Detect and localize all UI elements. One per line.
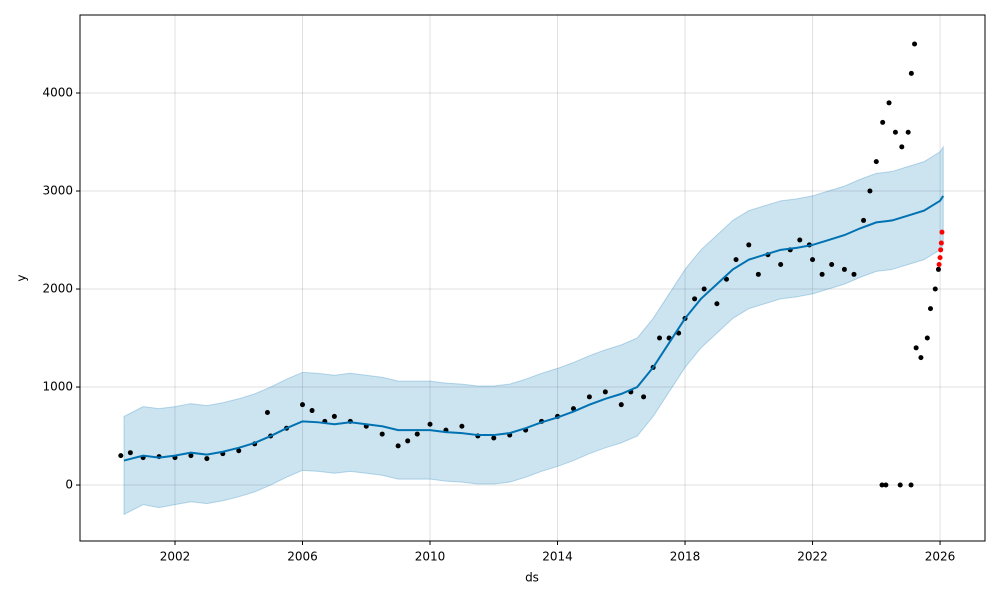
observed-point xyxy=(867,188,873,194)
observed-point xyxy=(309,408,315,414)
observed-point xyxy=(892,129,898,135)
observed-point xyxy=(379,431,385,437)
observed-point xyxy=(300,402,306,408)
y-tick-label: 1000 xyxy=(42,380,73,394)
observed-point xyxy=(927,306,933,312)
observed-point xyxy=(912,41,918,47)
observed-point xyxy=(692,296,698,302)
observed-point xyxy=(746,242,752,248)
y-tick-label: 3000 xyxy=(42,184,73,198)
observed-point xyxy=(491,435,497,441)
observed-point xyxy=(459,423,465,429)
observed-point xyxy=(905,129,911,135)
observed-point xyxy=(586,394,592,400)
observed-point xyxy=(127,450,133,456)
observed-point xyxy=(427,421,433,427)
observed-point xyxy=(899,144,905,150)
observed-point xyxy=(570,406,576,412)
observed-point xyxy=(879,482,885,488)
x-tick-label: 2014 xyxy=(542,550,573,564)
observed-point xyxy=(819,271,825,277)
observed-point xyxy=(913,345,919,351)
observed-point xyxy=(829,262,835,268)
uncertainty-band xyxy=(123,145,944,516)
x-tick-label: 2026 xyxy=(925,550,956,564)
observed-point xyxy=(935,266,941,272)
observed-point xyxy=(918,355,924,361)
highlighted-point xyxy=(937,255,943,261)
observed-point xyxy=(861,217,867,223)
observed-point xyxy=(932,286,938,292)
observed-point xyxy=(236,448,242,454)
observed-point xyxy=(618,402,624,408)
x-axis-label: ds xyxy=(525,571,539,585)
observed-point xyxy=(908,482,914,488)
x-tick-label: 2006 xyxy=(287,550,318,564)
observed-point xyxy=(641,394,647,400)
observed-point xyxy=(188,453,194,459)
y-axis-label: y xyxy=(15,274,29,281)
highlighted-point xyxy=(938,240,944,246)
observed-point xyxy=(118,453,124,459)
observed-point xyxy=(723,276,729,282)
plot-frame xyxy=(79,14,986,542)
x-tick-label: 2022 xyxy=(797,550,828,564)
observed-point xyxy=(924,335,930,341)
observed-point xyxy=(886,100,892,106)
observed-point xyxy=(714,301,720,307)
observed-point xyxy=(701,286,707,292)
observed-point xyxy=(405,438,411,444)
observed-point xyxy=(873,159,879,165)
x-tick-label: 2018 xyxy=(670,550,701,564)
observed-point xyxy=(778,262,784,268)
observed-point xyxy=(908,70,914,76)
observed-point xyxy=(264,410,270,416)
highlighted-point xyxy=(936,262,942,268)
y-tick-label: 2000 xyxy=(42,282,73,296)
observed-point xyxy=(880,119,886,125)
observed-point xyxy=(733,257,739,263)
x-tick-label: 2010 xyxy=(415,550,446,564)
observed-point xyxy=(883,482,889,488)
observed-point xyxy=(810,257,816,263)
observed-point xyxy=(797,237,803,243)
x-tick-label: 2002 xyxy=(160,550,191,564)
y-tick-label: 4000 xyxy=(42,86,73,100)
observed-point xyxy=(414,431,420,437)
observed-point xyxy=(395,443,401,449)
observed-point xyxy=(657,335,663,341)
highlighted-point xyxy=(938,247,944,253)
observed-point xyxy=(841,266,847,272)
observed-point xyxy=(755,271,761,277)
y-tick-label: 0 xyxy=(65,478,73,492)
observed-point xyxy=(602,389,608,395)
observed-point xyxy=(851,271,857,277)
observed-point xyxy=(204,456,210,462)
highlighted-point xyxy=(939,229,945,235)
observed-point xyxy=(331,413,337,419)
forecast-line xyxy=(123,195,945,462)
observed-point xyxy=(897,482,903,488)
